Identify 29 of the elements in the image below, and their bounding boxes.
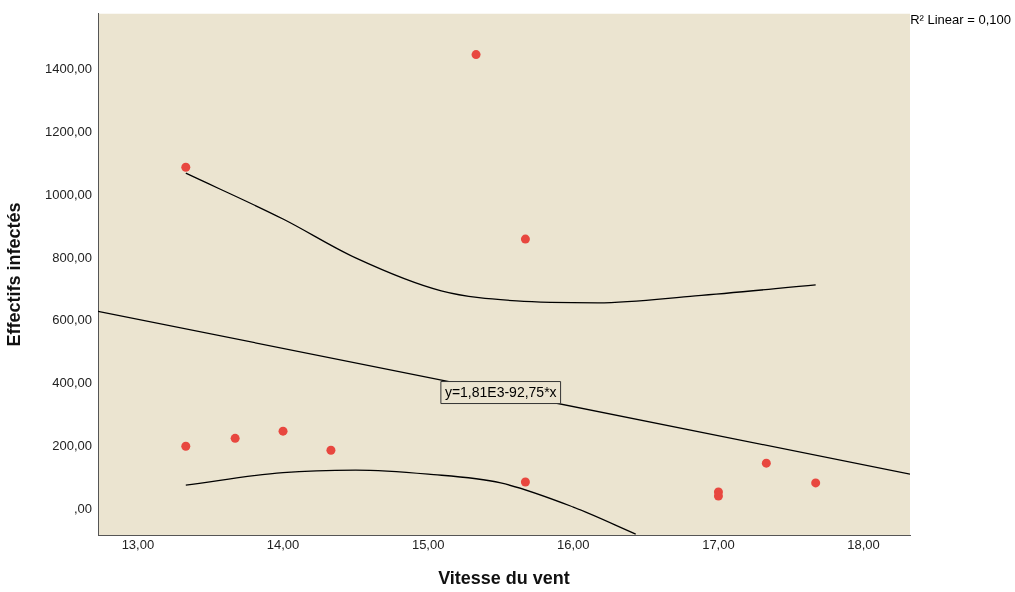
point xyxy=(326,445,336,455)
y-tick-label: 1200,00 xyxy=(45,123,92,139)
x-tick-label: 13,00 xyxy=(121,537,155,553)
x-axis-title: Vitesse du vent xyxy=(438,568,570,589)
x-tick-label: 14,00 xyxy=(266,537,300,553)
point xyxy=(181,441,191,451)
x-tick-label: 17,00 xyxy=(702,537,735,553)
y-tick-label: 200,00 xyxy=(52,437,92,453)
y-tick-label: 600,00 xyxy=(52,312,92,328)
x-tick-label: 15,00 xyxy=(411,537,445,553)
annotation: y=1,81E3-92,75*x xyxy=(444,384,557,401)
point xyxy=(181,162,191,172)
y-axis-title: Effectifs infectés xyxy=(3,202,24,347)
y-tick-label: 1400,00 xyxy=(45,61,92,77)
y-tick-label: ,00 xyxy=(73,500,92,516)
x-tick-label: 18,00 xyxy=(847,537,880,553)
line-series xyxy=(185,469,637,535)
annotation: R² Linear = 0,100 xyxy=(910,11,1011,27)
point xyxy=(230,433,240,443)
point xyxy=(811,478,821,488)
y-tick-label: 800,00 xyxy=(52,249,92,265)
point xyxy=(520,477,530,487)
point xyxy=(278,426,288,436)
x-tick-label: 16,00 xyxy=(557,537,590,553)
point xyxy=(471,50,481,60)
point xyxy=(520,234,530,244)
y-tick-label: 400,00 xyxy=(52,375,92,391)
y-tick-label: 1000,00 xyxy=(45,186,92,202)
point xyxy=(761,458,771,468)
